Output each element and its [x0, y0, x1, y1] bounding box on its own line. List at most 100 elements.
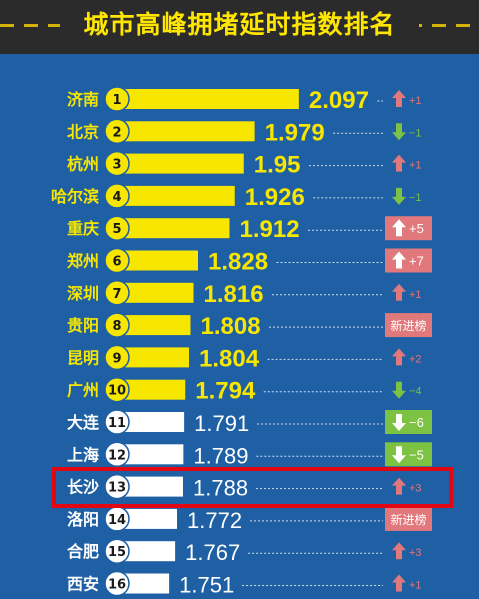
change-label: 新进榜 [390, 318, 426, 333]
city-label: 洛阳 [67, 510, 99, 529]
city-label: 杭州 [67, 155, 99, 174]
change-label: 新进榜 [390, 512, 426, 527]
rank-label: 13 [108, 481, 126, 496]
value-label: 1.808 [201, 313, 261, 340]
bar [117, 89, 299, 109]
city-label: 深圳 [67, 284, 99, 303]
bar [117, 347, 189, 368]
bar [117, 153, 244, 174]
city-label: 北京 [67, 122, 99, 141]
rank-circle [104, 215, 130, 241]
arrow-down-icon [392, 187, 406, 205]
value-label: 1.816 [204, 281, 264, 308]
rank-label: 11 [108, 416, 126, 431]
bar-row-12: 上海 12 1.789 −5 [67, 441, 432, 468]
rank-label: 8 [112, 319, 121, 334]
rank-circle [104, 409, 130, 435]
city-label: 贵阳 [67, 316, 99, 335]
rank-label: 12 [108, 448, 126, 463]
arrow-up-icon [392, 542, 406, 560]
bar [117, 315, 191, 336]
bar [117, 412, 185, 432]
change-label: +1 [409, 289, 422, 301]
city-label: 重庆 [67, 219, 99, 238]
change-label: −5 [409, 447, 424, 462]
header: 城市高峰拥堵延时指数排名 [0, 0, 479, 54]
rank-label: 5 [112, 222, 121, 237]
bar-row-8: 贵阳 8 1.808 新进榜 [67, 312, 432, 340]
city-label: 济南 [67, 90, 99, 109]
arrow-up-icon [392, 90, 406, 107]
rank-circle [104, 570, 130, 597]
change-label: −6 [409, 415, 424, 430]
value-label: 1.828 [208, 249, 268, 276]
bar [117, 250, 198, 271]
value-label: 2.097 [309, 87, 369, 114]
highlight-box [52, 467, 453, 508]
city-label: 大连 [67, 413, 100, 432]
change-label: +1 [409, 160, 422, 172]
bar-row-2: 北京 2 1.979 −1 [67, 118, 422, 146]
city-label: 哈尔滨 [51, 187, 99, 206]
value-label: 1.804 [199, 345, 260, 372]
change-label: +5 [409, 221, 424, 236]
value-label: 1.926 [245, 184, 305, 211]
bar [117, 476, 183, 497]
change-label: +1 [409, 95, 422, 107]
bar-row-6: 郑州 6 1.828 +7 [67, 247, 432, 276]
value-label: 1.912 [240, 216, 300, 243]
rank-circle [104, 247, 130, 274]
change-badge [385, 313, 432, 338]
rank-label: 1 [112, 93, 121, 108]
bar-row-1: 济南 1 2.097 +1 [67, 86, 422, 114]
value-label: 1.789 [193, 443, 248, 468]
change-badge [385, 442, 432, 467]
bar-row-5: 重庆 5 1.912 +5 [67, 215, 432, 243]
rank-label: 14 [108, 513, 126, 528]
rank-circle [104, 150, 130, 177]
bar [117, 541, 176, 562]
bar-row-11: 大连 11 1.791 −6 [67, 409, 432, 436]
change-label: −1 [409, 127, 422, 139]
bar [117, 282, 194, 303]
rank-label: 4 [112, 190, 121, 205]
rank-circle [104, 280, 130, 306]
bar-row-13: 长沙 13 1.788 +3 [67, 473, 422, 501]
change-badge [385, 506, 432, 531]
change-label: +2 [409, 353, 422, 365]
change-label: +3 [409, 483, 422, 495]
arrow-down-icon [392, 446, 406, 464]
arrow-down-icon [392, 381, 406, 399]
rank-circle [104, 538, 130, 564]
arrow-up-icon [392, 348, 406, 366]
rank-label: 10 [108, 384, 126, 399]
bar-row-7: 深圳 7 1.816 +1 [67, 280, 422, 308]
city-label: 长沙 [67, 478, 99, 497]
bar [117, 573, 170, 594]
rank-label: 9 [112, 351, 121, 366]
value-label: 1.788 [193, 476, 248, 501]
ranking-chart: 济南 1 2.097 +1 北京 2 1.979 −1 杭州 3 1.95 +1 哈尔滨 4 1.926 −1… [51, 86, 432, 598]
rank-circle [104, 183, 130, 209]
bar [117, 444, 184, 465]
rank-circle [104, 344, 130, 371]
bar [117, 218, 230, 239]
arrow-down-icon [392, 123, 406, 141]
value-label: 1.767 [185, 540, 240, 565]
rank-label: 16 [108, 578, 126, 593]
value-label: 1.791 [194, 411, 249, 436]
rank-label: 3 [112, 158, 121, 173]
change-badge [385, 248, 432, 273]
bar-row-16: 西安 16 1.751 +1 [67, 570, 422, 598]
value-label: 1.95 [254, 152, 301, 179]
rank-circle [104, 86, 130, 112]
rank-circle [104, 118, 130, 145]
city-label: 广州 [67, 381, 99, 400]
arrow-up-icon [392, 283, 406, 301]
value-label: 1.772 [187, 508, 242, 533]
change-label: −1 [409, 192, 422, 204]
bar-row-15: 合肥 15 1.767 +3 [67, 538, 422, 565]
rank-label: 6 [112, 255, 121, 270]
chart-title: 城市高峰拥堵延时指数排名 [60, 3, 419, 47]
rank-circle [104, 473, 130, 500]
